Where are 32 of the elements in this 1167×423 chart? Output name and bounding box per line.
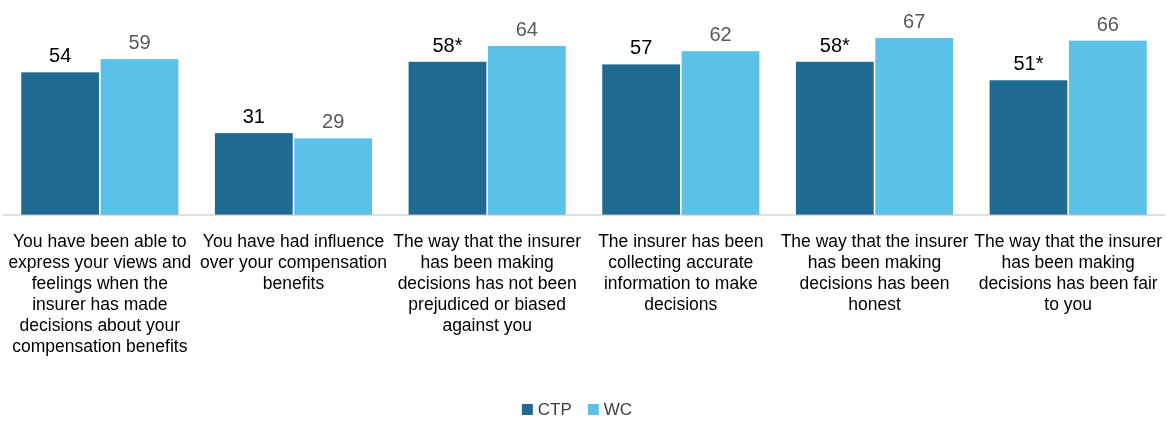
data-label: 29 bbox=[322, 110, 345, 133]
x-tick-label: The way that the insurer has been making decisions has been fair to you bbox=[974, 231, 1163, 314]
legend-label: CTP bbox=[537, 400, 572, 419]
bar bbox=[100, 59, 179, 215]
data-label: 58* bbox=[819, 33, 851, 56]
x-tick-label: The way that the insurer has been making decisions has been honest bbox=[780, 231, 969, 314]
bar bbox=[681, 51, 760, 215]
data-label: 66 bbox=[1096, 12, 1119, 35]
bar bbox=[408, 61, 487, 215]
bar bbox=[602, 64, 681, 215]
legend-label: WC bbox=[603, 400, 633, 419]
data-label: 62 bbox=[709, 23, 732, 46]
bar bbox=[875, 38, 954, 215]
bar bbox=[21, 72, 100, 215]
x-tick-label: You have had influence over your compensation benefits bbox=[200, 231, 387, 293]
bar bbox=[1068, 40, 1147, 215]
x-tick-label: The insurer has been collecting accurate information to make decisions bbox=[598, 231, 764, 314]
data-label: 51* bbox=[1013, 52, 1044, 75]
bar bbox=[795, 61, 874, 215]
data-label: 64 bbox=[515, 17, 538, 40]
data-label: 67 bbox=[903, 10, 926, 32]
data-label: 58* bbox=[432, 33, 463, 56]
bar bbox=[989, 80, 1068, 215]
data-label: 59 bbox=[128, 31, 151, 54]
data-label: 31 bbox=[242, 105, 265, 128]
x-tick-label: You have been able to express your views and feelings when the insurer has made decisions about your compensation benefits bbox=[8, 231, 192, 356]
data-label: 54 bbox=[49, 44, 72, 67]
bar bbox=[214, 133, 293, 215]
data-label: 57 bbox=[630, 36, 653, 59]
x-tick-label: The way that the insurer has been making decisions has not been prejudiced or biased against you bbox=[393, 231, 582, 335]
bar bbox=[487, 45, 566, 215]
bar bbox=[294, 138, 373, 215]
